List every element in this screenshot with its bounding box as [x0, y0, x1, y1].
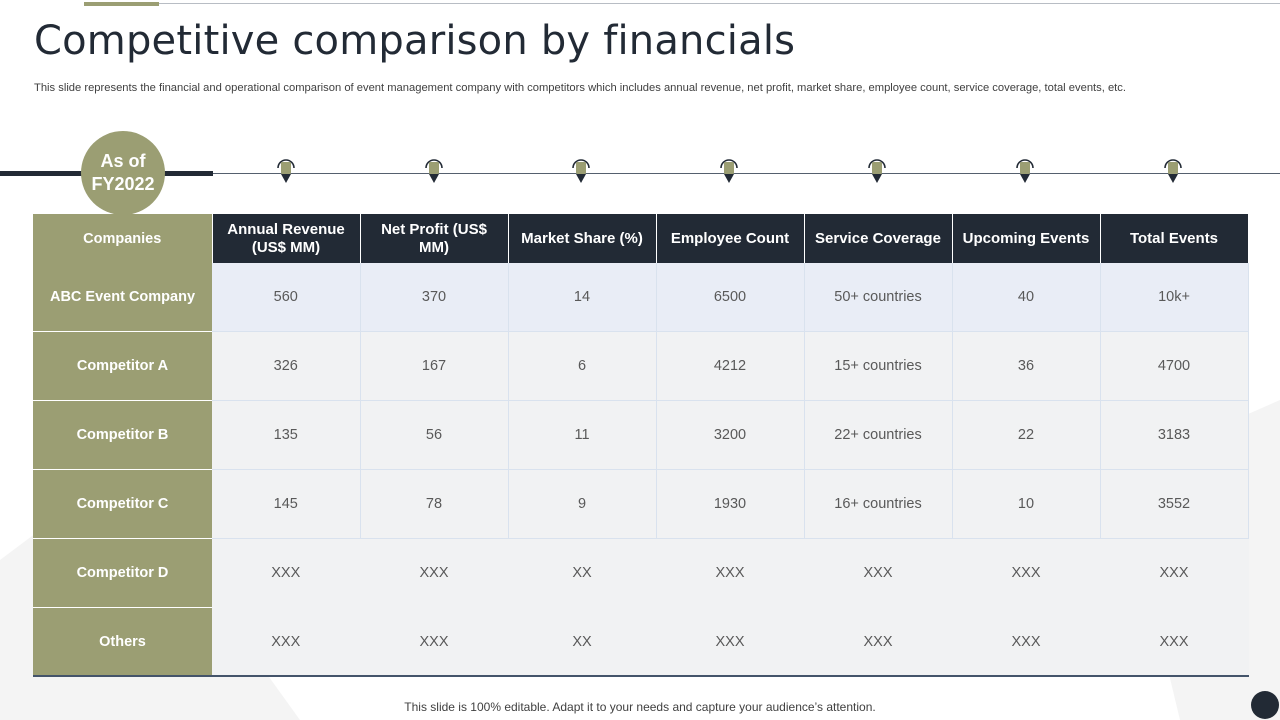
table-cell: 10	[952, 469, 1101, 539]
table-cell: 326	[212, 331, 361, 401]
top-accent-bar	[84, 2, 159, 6]
header-service-coverage: Service Coverage	[804, 214, 953, 263]
map-pin-icon	[718, 157, 740, 185]
table-cell: XXX	[656, 607, 805, 677]
header-net-profit: Net Profit (US$ MM)	[360, 214, 509, 263]
top-rule	[84, 3, 1280, 4]
table-cell: XXX	[656, 538, 805, 608]
table-row: Competitor C 145 78 9 1930 16+ countries…	[33, 469, 1249, 539]
company-name: Competitor C	[33, 469, 212, 539]
company-name: Competitor A	[33, 331, 212, 401]
table-cell: 56	[360, 400, 509, 470]
table-cell: XXX	[952, 538, 1101, 608]
table-cell: 36	[952, 331, 1101, 401]
table-cell: 10k+	[1100, 263, 1249, 332]
map-pin-icon	[1162, 157, 1184, 185]
table-row: Competitor A 326 167 6 4212 15+ countrie…	[33, 331, 1249, 401]
fiscal-year-badge: As of FY2022	[81, 131, 165, 215]
table-cell: 50+ countries	[804, 263, 953, 332]
map-pin-icon	[423, 157, 445, 185]
company-name: Competitor B	[33, 400, 212, 470]
map-pin-icon	[866, 157, 888, 185]
table-cell: 16+ countries	[804, 469, 953, 539]
table-cell: 4700	[1100, 331, 1249, 401]
header-employee-count: Employee Count	[656, 214, 805, 263]
header-upcoming-events: Upcoming Events	[952, 214, 1101, 263]
table-cell: XXX	[212, 607, 361, 677]
table-cell: 9	[508, 469, 657, 539]
table-cell: XXX	[804, 607, 953, 677]
table-cell: 135	[212, 400, 361, 470]
table-cell: XXX	[1100, 538, 1249, 608]
table-cell: 40	[952, 263, 1101, 332]
table-cell: 14	[508, 263, 657, 332]
table-header-row: Companies Annual Revenue (US$ MM) Net Pr…	[33, 214, 1249, 263]
table-cell: 370	[360, 263, 509, 332]
table-cell: XXX	[804, 538, 953, 608]
table-cell: 22+ countries	[804, 400, 953, 470]
header-annual-revenue: Annual Revenue (US$ MM)	[212, 214, 361, 263]
table-cell: 1930	[656, 469, 805, 539]
table-cell: 15+ countries	[804, 331, 953, 401]
table-cell: 167	[360, 331, 509, 401]
table-cell: 78	[360, 469, 509, 539]
timeline-line	[213, 173, 1280, 174]
table-cell: 6	[508, 331, 657, 401]
table-cell: 22	[952, 400, 1101, 470]
table-row: Others XXX XXX XX XXX XXX XXX XXX	[33, 607, 1249, 677]
table-cell: XX	[508, 538, 657, 608]
table-cell: 3200	[656, 400, 805, 470]
table-cell: XX	[508, 607, 657, 677]
table-cell: XXX	[952, 607, 1101, 677]
table-cell: XXX	[1100, 607, 1249, 677]
header-companies: Companies	[33, 214, 213, 263]
table-cell: XXX	[360, 607, 509, 677]
slide-subtitle: This slide represents the financial and …	[34, 82, 1126, 94]
table-cell: 3552	[1100, 469, 1249, 539]
table-row: Competitor B 135 56 11 3200 22+ countrie…	[33, 400, 1249, 470]
map-pin-icon	[570, 157, 592, 185]
table-cell: 145	[212, 469, 361, 539]
slide-title: Competitive comparison by financials	[34, 18, 796, 64]
map-pin-icon	[1014, 157, 1036, 185]
footer-note: This slide is 100% editable. Adapt it to…	[404, 700, 876, 714]
table-cell: 3183	[1100, 400, 1249, 470]
header-total-events: Total Events	[1100, 214, 1249, 263]
company-name: ABC Event Company	[33, 263, 212, 332]
table-cell: XXX	[360, 538, 509, 608]
table-cell: 560	[212, 263, 361, 332]
badge-line-2: FY2022	[91, 174, 155, 194]
header-market-share: Market Share (%)	[508, 214, 657, 263]
table-cell: 6500	[656, 263, 805, 332]
table-cell: 4212	[656, 331, 805, 401]
company-name: Competitor D	[33, 538, 212, 608]
table-row: ABC Event Company 560 370 14 6500 50+ co…	[33, 263, 1249, 332]
comparison-table: Companies Annual Revenue (US$ MM) Net Pr…	[33, 214, 1249, 677]
company-name: Others	[33, 607, 212, 677]
corner-decoration	[1251, 691, 1279, 719]
badge-line-1: As of	[100, 151, 146, 171]
table-row: Competitor D XXX XXX XX XXX XXX XXX XXX	[33, 538, 1249, 608]
table-cell: XXX	[212, 538, 361, 608]
table-cell: 11	[508, 400, 657, 470]
map-pin-icon	[275, 157, 297, 185]
